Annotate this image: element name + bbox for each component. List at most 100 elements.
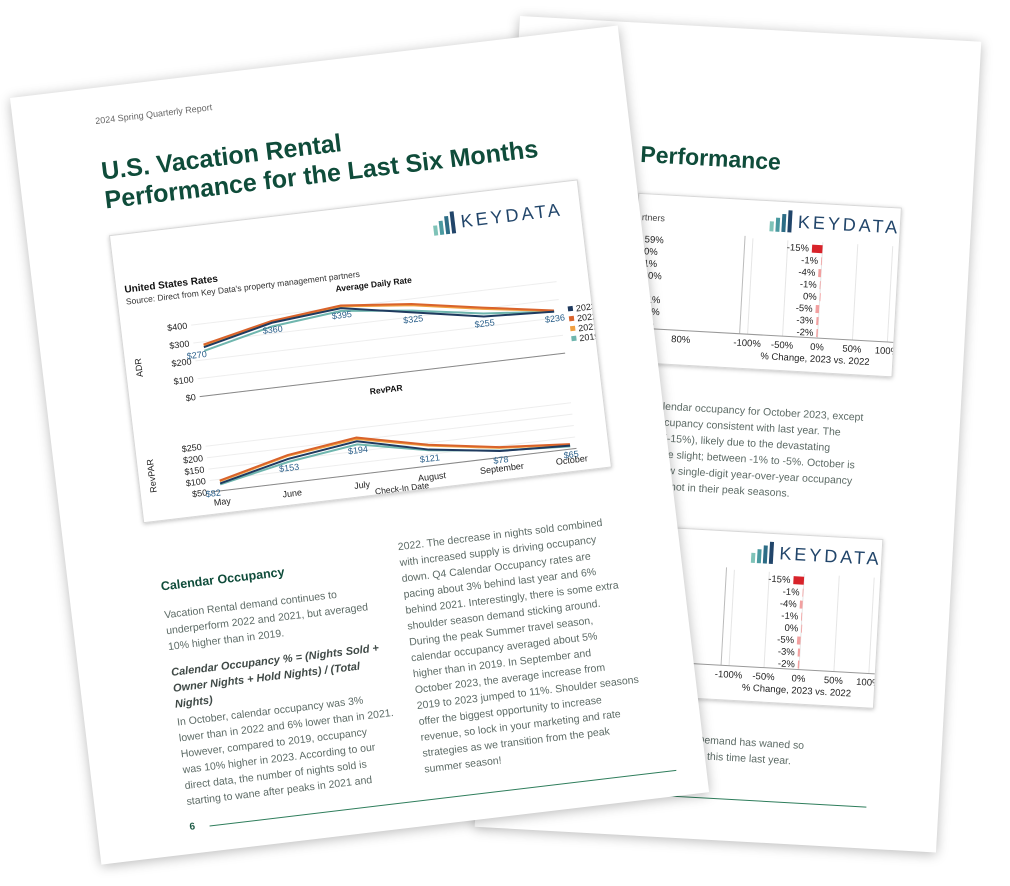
y-tick-label: $150 [184, 465, 205, 477]
y-tick-label: $400 [167, 321, 188, 333]
occupancy-value-label: 59% [644, 234, 664, 246]
change-value-label: -1% [801, 255, 819, 267]
back-chart-region-demand: KEYDATA -15% -1% -4% -1% 0% -5% -3% -2% -100% -50… [610, 524, 884, 709]
gridline [197, 334, 564, 380]
x-tick-label: September [479, 461, 524, 476]
occupancy-value-label: 0% [644, 246, 659, 258]
change-value-label: -5% [795, 303, 813, 315]
change-bar [811, 244, 823, 254]
report-label: 2024 Spring Quarterly Report [94, 102, 213, 127]
change-bar [819, 281, 821, 290]
data-label: $255 [474, 317, 495, 329]
back-chart2-plot: -15%-1%-4%-1%0%-5%-3%-2%-100% -50% 0% 50% 10… [613, 567, 881, 689]
series-line-2019 [203, 309, 555, 352]
front-report-page: 2024 Spring Quarterly Report U.S. Vacati… [10, 25, 710, 865]
y-tick-label: $100 [185, 476, 206, 488]
change-value-label: -4% [798, 267, 816, 279]
y-tick-label: $0 [185, 392, 196, 403]
change-bar [815, 304, 820, 314]
y-tick-label: $300 [169, 339, 190, 351]
series-line-2019 [219, 443, 571, 486]
gridline [763, 571, 770, 668]
x-tick-label: July [354, 479, 372, 491]
change-bar [797, 648, 801, 657]
change-bar [816, 329, 818, 338]
series-line-2023 [203, 307, 555, 349]
change-value-label: -4% [780, 598, 798, 610]
change-value-label: -5% [777, 634, 795, 646]
legend-entry: 2022 [576, 311, 597, 323]
change-axis-tick: -100% [715, 669, 744, 682]
axis-divider [739, 235, 746, 334]
y-axis-label: RevPAR [145, 458, 159, 493]
section-heading: Calendar Occupancy [160, 564, 286, 594]
us-rates-plot: $400 $300 $200 $100 $0 Average Daily Rate ADR $… [133, 275, 600, 508]
change-bar [801, 624, 803, 633]
change-value-label: 0% [803, 291, 818, 303]
change-axis-tick: 50% [824, 675, 844, 687]
change-axis-tick: 100% [856, 677, 881, 689]
change-bar [793, 576, 805, 585]
change-value-label: -1% [782, 587, 800, 599]
change-bar [820, 257, 823, 266]
axis-divider [720, 567, 728, 666]
y-tick-label: $200 [171, 356, 192, 368]
panel-title: RevPAR [369, 383, 403, 397]
legend-entry: 2023 [575, 301, 596, 313]
x-axis-line [211, 447, 577, 493]
legend-swatch [571, 335, 577, 342]
x-tick-label: June [282, 487, 303, 499]
gridline [851, 244, 859, 341]
gridline [191, 281, 557, 326]
data-label: $270 [186, 349, 207, 361]
series-line-2022 [219, 436, 570, 482]
gridline [195, 316, 561, 362]
data-label: $78 [493, 454, 509, 466]
change-axis-tick: -100% [733, 337, 762, 350]
change-value-label: -2% [796, 327, 814, 339]
change-axis-tick: 50% [842, 344, 862, 356]
change-value-label: -2% [778, 658, 796, 670]
series-line-2022 [203, 302, 555, 346]
body-text-right: 2022. The decrease in nights sold combin… [397, 510, 669, 777]
us-rates-chart: KEYDATA United States Rates Source: Dire… [108, 179, 612, 524]
data-label: $82 [205, 488, 221, 500]
gridline [205, 402, 572, 447]
x-axis-line [199, 352, 566, 398]
change-value-label: -3% [796, 315, 814, 327]
gridline [886, 246, 894, 343]
change-axis-tick: 0% [791, 673, 806, 685]
data-label: $65 [563, 449, 579, 461]
gridline [782, 240, 789, 337]
gridline [728, 569, 735, 666]
gridline [209, 436, 576, 482]
change-value-label: -15% [786, 242, 809, 254]
legend-swatch [569, 325, 576, 332]
legend-swatch [567, 305, 574, 312]
y-tick-label: $50 [192, 487, 208, 499]
change-axis-tick: -50% [771, 340, 794, 352]
data-label: $121 [419, 452, 440, 464]
change-axis-tick: 0% [810, 342, 825, 354]
gridline [193, 298, 559, 344]
change-bar [799, 600, 803, 609]
gridline [868, 577, 875, 674]
data-label: $236 [544, 312, 565, 324]
legend-entry: 2021 [578, 321, 599, 333]
change-value-label: 0% [784, 623, 799, 635]
back-chart1-plot: -15%-1%-4%-1%0%-5%-3%-2%59%0%1%60%61%57%… [631, 234, 900, 358]
change-axis-tick: 100% [874, 345, 899, 357]
change-value-label: -1% [781, 611, 799, 623]
change-bar [796, 636, 801, 645]
x-tick-label: October [555, 453, 588, 467]
x-tick-label: August [417, 470, 447, 483]
change-bar [819, 293, 821, 302]
gridline [206, 413, 573, 459]
page-number: 6 [188, 821, 196, 833]
data-label: $360 [262, 324, 283, 336]
y-axis-label: ADR [133, 357, 145, 378]
y-tick-label: $100 [173, 374, 194, 386]
gridline [833, 575, 840, 672]
x-axis-line [631, 327, 894, 343]
change-bar [802, 588, 804, 597]
